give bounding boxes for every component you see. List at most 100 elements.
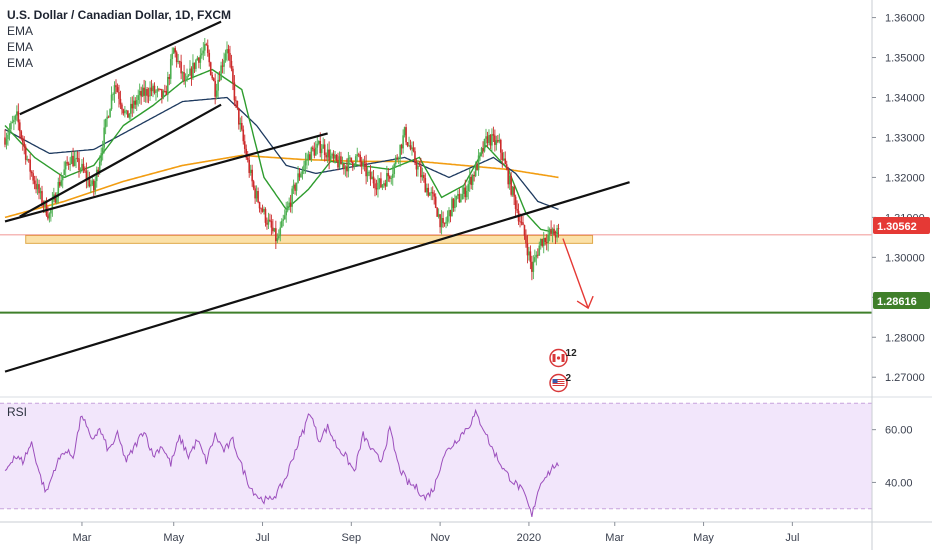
candle-body [374, 183, 376, 189]
candle-body [498, 139, 501, 142]
candle-body [340, 156, 342, 165]
candle-body [323, 144, 326, 155]
horizontal-level-line[interactable] [0, 234, 872, 314]
candle-body [409, 145, 412, 150]
candle-body [486, 136, 489, 144]
candle-body [48, 213, 51, 219]
candle-body [91, 180, 94, 185]
candle-body [557, 228, 560, 230]
candle-body [184, 80, 187, 82]
event-count: 12 [566, 348, 578, 359]
candle-body [45, 200, 48, 216]
candle-body [230, 60, 233, 69]
rsi-axis[interactable]: 60.00 40.00 [872, 425, 913, 490]
candle-body [66, 162, 68, 164]
price-tick-label: 1.33000 [885, 132, 925, 144]
support-zone[interactable] [25, 234, 594, 244]
rsi-path [4, 408, 559, 517]
projection-arrow[interactable] [562, 238, 594, 310]
candle-body [246, 157, 249, 160]
candle-body [391, 173, 394, 178]
candle-body [298, 173, 301, 178]
candle-body [29, 159, 31, 172]
candle-body [449, 210, 452, 217]
candle-body [412, 147, 415, 152]
candle-body [241, 122, 243, 130]
candle-body [523, 225, 526, 236]
candle-body [116, 87, 119, 92]
ema-legend-1[interactable]: EMA [7, 24, 33, 38]
rsi-line [4, 408, 559, 517]
candle-body [73, 159, 76, 167]
candle-body [322, 144, 324, 149]
candle-body [531, 261, 533, 272]
time-axis[interactable]: Mar May Jul Sep Nov 2020 Mar May Jul [72, 522, 799, 544]
candle-body [174, 48, 176, 53]
candle-body [254, 188, 256, 199]
event-badge[interactable]: 2 [549, 373, 572, 393]
candle-body [400, 144, 403, 149]
ema-slow-line [4, 154, 559, 219]
candle-body [7, 134, 9, 140]
time-tick-label: Jul [785, 532, 799, 544]
candle-body [36, 184, 39, 190]
candle-body [245, 148, 248, 158]
candle-body [500, 139, 502, 153]
candle-body [94, 181, 97, 191]
candle-body [454, 199, 456, 208]
candle-body [118, 91, 120, 99]
candles [4, 37, 560, 281]
candle-body [206, 45, 209, 53]
rsi-band [0, 402, 872, 510]
economic-events[interactable]: 12 2 [549, 348, 578, 393]
current-price-tag: 1.30562 [873, 217, 930, 234]
candle-body [103, 127, 105, 148]
time-tick-label: Nov [430, 532, 450, 544]
candle-body [67, 163, 70, 165]
candle-body [58, 181, 61, 186]
candle-body [264, 208, 267, 223]
event-badge[interactable]: 12 [549, 348, 578, 368]
candle-body [396, 157, 398, 159]
trendline-4 [4, 132, 328, 223]
candle-body [551, 228, 554, 234]
candle-body [57, 181, 60, 198]
candle-body [141, 87, 144, 97]
candle-body [316, 143, 319, 148]
candle-body [233, 82, 236, 101]
candle-body [375, 188, 378, 190]
candle-body [88, 177, 91, 187]
candle-body [195, 60, 197, 69]
candle-body [497, 140, 499, 142]
candle-body [282, 219, 285, 221]
trendlines[interactable] [4, 20, 630, 373]
flag-band-left [552, 354, 556, 362]
candle-body [106, 116, 108, 119]
ema-legend-2[interactable]: EMA [7, 40, 33, 54]
candle-body [347, 157, 350, 172]
candle-body [397, 158, 400, 160]
candle-body [272, 227, 274, 232]
time-tick-label: Mar [605, 532, 624, 544]
candle-body [72, 155, 74, 167]
rsi-legend[interactable]: RSI [7, 405, 27, 419]
candle-body [406, 142, 409, 146]
candle-body [394, 157, 397, 165]
candle-body [545, 241, 548, 243]
candle-body [519, 221, 521, 223]
candle-body [360, 161, 363, 167]
candle-body [13, 119, 15, 122]
candle-body [483, 138, 486, 152]
level-price-tag: 1.28616 [873, 292, 930, 309]
candle-body [64, 162, 67, 170]
ema-legend-3[interactable]: EMA [7, 56, 33, 70]
candle-body [319, 140, 322, 154]
candle-body [544, 238, 546, 242]
candle-body [465, 190, 468, 198]
candle-body [162, 90, 165, 98]
candle-body [455, 195, 458, 200]
candle-body [417, 165, 419, 170]
candle-body [63, 169, 65, 176]
candle-body [461, 193, 464, 200]
